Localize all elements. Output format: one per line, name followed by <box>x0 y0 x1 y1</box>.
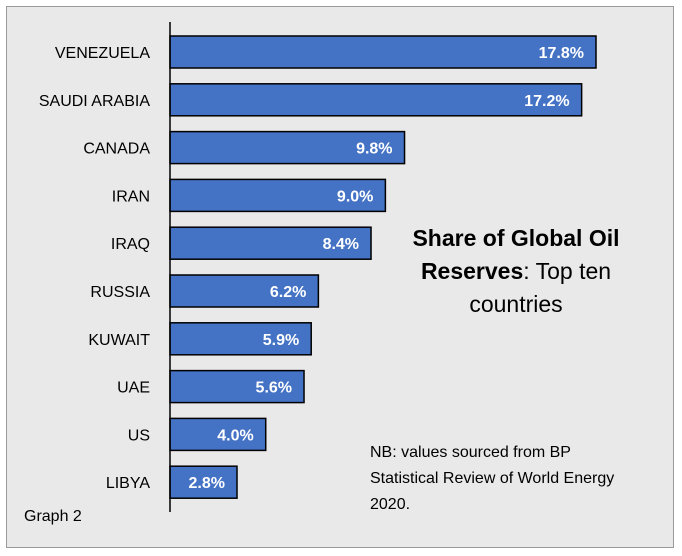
category-label-venezuela: VENEZUELA <box>55 45 150 62</box>
chart-title-bold: Share of Global Oil Reserves <box>412 225 620 284</box>
value-label-iran: 9.0% <box>337 188 373 205</box>
category-label-canada: CANADA <box>83 141 150 158</box>
bar-saudi-arabia <box>169 83 583 117</box>
category-label-us: US <box>128 427 150 444</box>
value-label-uae: 5.6% <box>256 380 292 397</box>
value-label-libya: 2.8% <box>189 475 225 492</box>
category-label-kuwait: KUWAIT <box>88 332 150 349</box>
value-label-venezuela: 17.8% <box>539 45 584 62</box>
value-label-russia: 6.2% <box>270 284 306 301</box>
value-label-iraq: 8.4% <box>323 236 359 253</box>
bar-libya <box>169 465 238 499</box>
value-label-saudi-arabia: 17.2% <box>524 93 569 110</box>
category-label-libya: LIBYA <box>106 475 151 492</box>
source-note: NB: values sourced from BP Statistical R… <box>370 444 615 513</box>
bar-iraq <box>169 226 372 260</box>
chart-title-rest: : Top ten countries <box>469 258 612 317</box>
bar-kuwait <box>169 322 312 356</box>
category-label-iran: IRAN <box>112 188 150 205</box>
graph-label: Graph 2 <box>24 508 82 525</box>
bar-uae <box>169 369 305 404</box>
category-label-saudi-arabia: SAUDI ARABIA <box>39 93 150 110</box>
chart-title: Share of Global Oil Reserves: Top ten co… <box>390 222 642 321</box>
value-label-canada: 9.8% <box>356 141 392 158</box>
bar-venezuela <box>169 35 597 69</box>
category-label-uae: UAE <box>117 380 150 397</box>
value-label-us: 4.0% <box>217 427 253 444</box>
category-label-iraq: IRAQ <box>111 236 150 253</box>
category-label-russia: RUSSIA <box>90 284 150 301</box>
bar-russia <box>169 274 320 308</box>
value-label-kuwait: 5.9% <box>263 332 299 349</box>
